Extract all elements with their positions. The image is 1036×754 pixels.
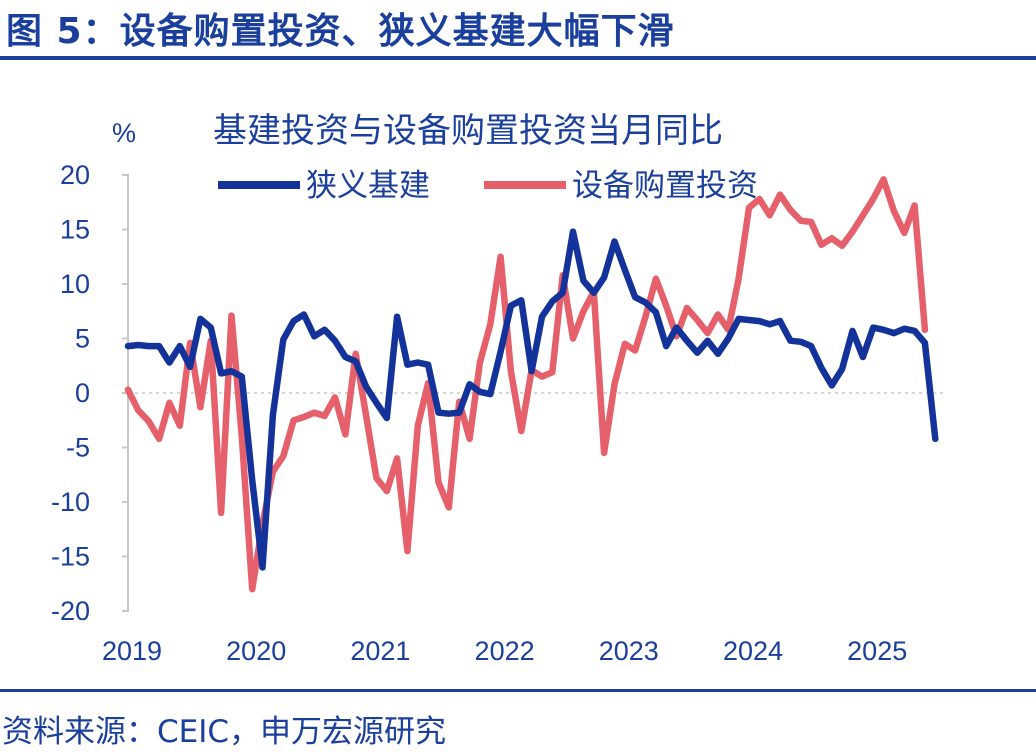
y-tick-label: 10 <box>60 269 90 299</box>
x-tick-label: 2021 <box>350 636 410 666</box>
x-tick-label: 2022 <box>475 636 535 666</box>
series-line-1 <box>124 176 929 593</box>
x-tick-label: 2020 <box>226 636 286 666</box>
y-tick-label: -10 <box>51 487 90 517</box>
series-line-0 <box>124 228 939 571</box>
chart-title: 基建投资与设备购置投资当月同比 <box>213 111 723 151</box>
x-tick-label: 2019 <box>102 636 162 666</box>
y-tick-label: -5 <box>66 433 90 463</box>
y-tick-label: 15 <box>60 215 90 245</box>
y-axis-unit: % <box>112 118 136 148</box>
y-tick-label: 5 <box>75 324 90 354</box>
x-tick-label: 2023 <box>599 636 659 666</box>
x-tick-label: 2024 <box>723 636 783 666</box>
legend-label-series-0: 狭义基建 <box>306 168 430 204</box>
y-tick-label: -20 <box>51 596 90 626</box>
y-tick-label: -15 <box>51 542 90 572</box>
x-tick-label: 2025 <box>847 636 907 666</box>
legend: 狭义基建 设备购置投资 <box>218 168 758 204</box>
y-tick-label: 20 <box>60 160 90 190</box>
figure-title: 图 5：设备购置投资、狭义基建大幅下滑 <box>6 11 675 52</box>
y-tick-label: 0 <box>75 378 90 408</box>
legend-label-series-1: 设备购置投资 <box>572 168 758 204</box>
chart: % 基建投资与设备购置投资当月同比 20 15 10 5 0 -5 -10 -15 -20 20… <box>51 111 947 666</box>
top-rule <box>0 56 1036 60</box>
source-note: 资料来源：CEIC，申万宏源研究 <box>2 714 447 750</box>
bottom-rule <box>0 689 1036 692</box>
